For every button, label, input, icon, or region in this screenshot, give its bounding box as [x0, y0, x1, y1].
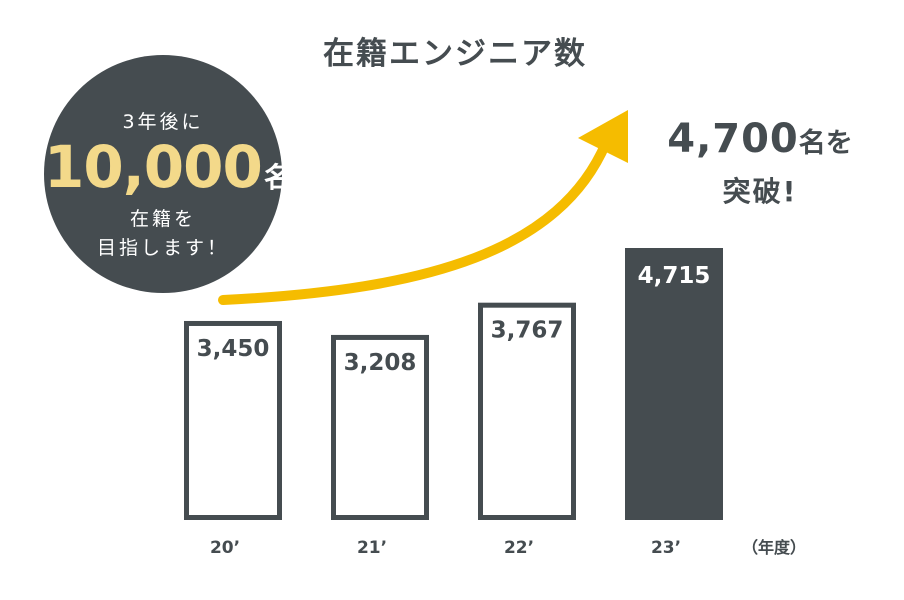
bar-value-label: 4,715 — [638, 263, 711, 289]
x-tick-label: 22’ — [504, 538, 534, 558]
bar-21 — [331, 334, 429, 520]
goal-pre-text: 3年後に — [122, 111, 204, 133]
year-unit-label: （年度） — [742, 538, 806, 557]
goal-number: 10,000 — [44, 133, 263, 201]
growth-arrowhead — [578, 110, 628, 163]
bar-value-label: 3,208 — [344, 350, 417, 376]
goal-text-line2: 目指します！ — [96, 237, 229, 259]
goal-figure: 10,000名 — [44, 133, 292, 201]
goal-badge: 3年後に 10,000名 在籍を 目指します！ — [44, 55, 292, 293]
milestone-callout: 4,700名を 突破! — [640, 116, 880, 210]
growth-arrow — [218, 138, 611, 305]
bar-value-label: 3,767 — [491, 318, 564, 344]
milestone-unit: 名を — [798, 128, 853, 159]
x-tick-label: 23’ — [651, 538, 681, 558]
bar-22 — [478, 302, 576, 520]
bar-value-label: 3,450 — [197, 336, 270, 362]
bar-20 — [184, 320, 282, 520]
bar-23 — [625, 248, 723, 520]
chart-title: 在籍エンジニア数 — [323, 36, 587, 72]
milestone-number: 4,700 — [667, 116, 799, 162]
milestone-line2: 突破! — [722, 175, 798, 208]
goal-text-line1: 在籍を — [129, 208, 196, 230]
x-tick-label: 20’ — [210, 538, 240, 558]
goal-unit: 名 — [263, 161, 292, 194]
milestone-line1: 4,700名を — [640, 116, 880, 162]
x-tick-label: 21’ — [357, 538, 387, 558]
